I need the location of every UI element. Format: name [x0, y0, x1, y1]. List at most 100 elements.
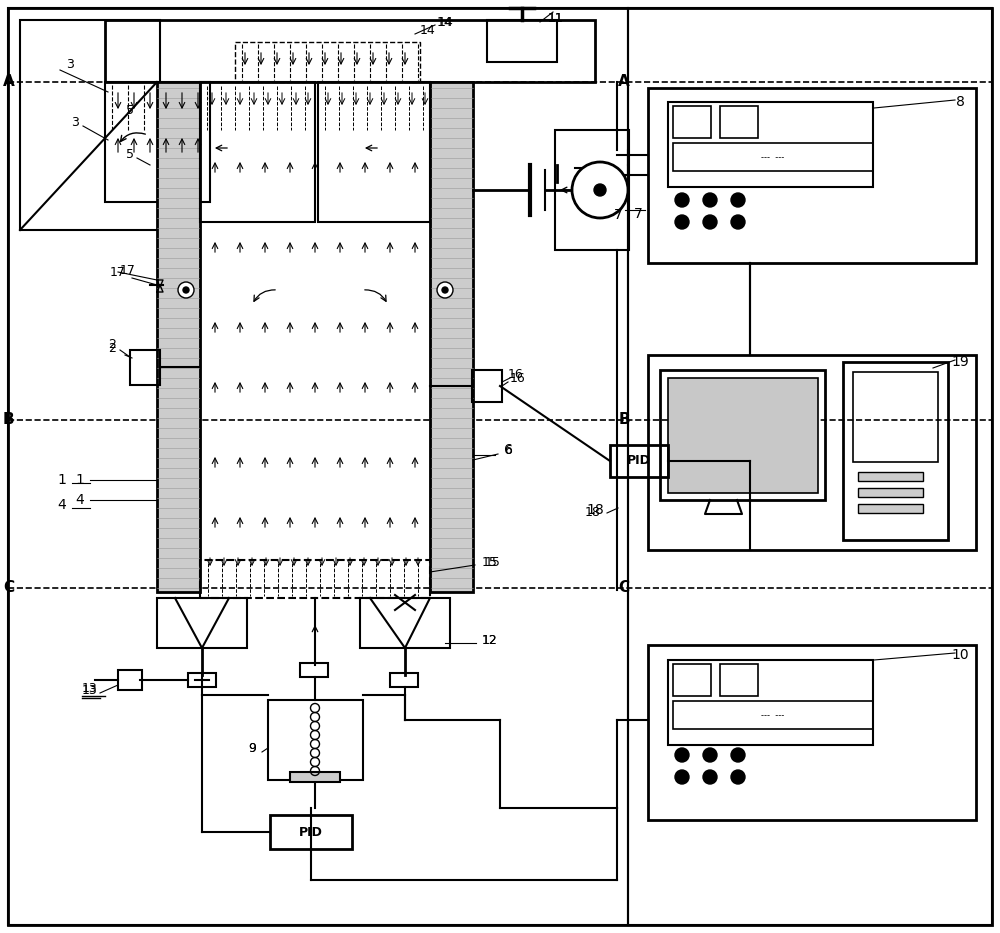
Text: 18: 18 [586, 503, 604, 517]
Circle shape [703, 215, 717, 229]
Text: 1: 1 [58, 473, 66, 487]
Bar [130, 350, 160, 385]
Bar [610, 445, 668, 477]
Text: 19: 19 [951, 355, 969, 369]
Bar [673, 143, 873, 171]
Text: 15: 15 [485, 555, 501, 568]
Circle shape [594, 184, 606, 196]
Bar [720, 664, 758, 696]
Text: 14: 14 [420, 23, 436, 36]
Bar [660, 370, 825, 500]
Circle shape [731, 770, 745, 784]
Text: 3: 3 [66, 59, 74, 72]
Circle shape [731, 748, 745, 762]
Bar [673, 106, 711, 138]
Text: C: C [618, 580, 630, 595]
Bar [673, 664, 711, 696]
Circle shape [572, 162, 628, 218]
Text: B: B [618, 412, 630, 427]
Text: 13: 13 [82, 684, 98, 697]
Bar [157, 598, 247, 648]
Text: 6: 6 [504, 443, 512, 456]
Bar [105, 20, 595, 82]
Text: 13: 13 [82, 681, 98, 694]
Circle shape [183, 287, 189, 293]
Bar [430, 82, 473, 592]
Bar [555, 130, 629, 250]
Text: C: C [3, 580, 14, 595]
Text: 11: 11 [548, 11, 564, 24]
Bar [20, 20, 160, 230]
Text: 1: 1 [76, 473, 84, 487]
Bar [105, 82, 210, 202]
Circle shape [703, 193, 717, 207]
Text: ---  ---: --- --- [761, 711, 785, 719]
Text: PID: PID [627, 454, 651, 467]
Circle shape [178, 282, 194, 298]
Bar [668, 660, 873, 745]
Text: 12: 12 [482, 634, 498, 647]
Bar [200, 82, 315, 222]
Text: 3: 3 [71, 116, 79, 129]
Text: 2: 2 [108, 341, 116, 355]
Text: 9: 9 [248, 742, 256, 755]
Text: 17: 17 [110, 266, 126, 278]
Bar [318, 82, 430, 222]
Bar [360, 598, 450, 648]
Circle shape [437, 282, 453, 298]
Bar [472, 370, 502, 402]
Bar [648, 355, 976, 550]
Circle shape [675, 215, 689, 229]
Text: 14: 14 [438, 16, 454, 29]
Text: 11: 11 [548, 11, 564, 24]
Text: 18: 18 [585, 506, 601, 519]
Text: 4: 4 [58, 498, 66, 512]
Bar [390, 673, 418, 687]
Circle shape [731, 193, 745, 207]
Bar [188, 673, 216, 687]
Text: 16: 16 [510, 371, 526, 384]
Text: 17: 17 [120, 263, 136, 276]
Text: 9: 9 [248, 742, 256, 755]
Bar [648, 645, 976, 820]
Bar [668, 378, 818, 493]
Bar [8, 8, 628, 925]
Text: 8: 8 [956, 95, 964, 109]
Bar [268, 700, 363, 780]
Bar [720, 106, 758, 138]
Text: 5: 5 [126, 148, 134, 161]
Text: 6: 6 [504, 443, 512, 457]
Circle shape [442, 287, 448, 293]
Text: 4: 4 [76, 493, 84, 507]
Circle shape [675, 748, 689, 762]
Text: 7: 7 [634, 207, 642, 221]
Text: 10: 10 [951, 648, 969, 662]
Bar [858, 504, 923, 513]
Text: 15: 15 [482, 555, 498, 568]
Bar [270, 815, 352, 849]
Bar [118, 670, 142, 690]
Text: A: A [3, 75, 15, 90]
Text: 16: 16 [508, 369, 524, 382]
Text: B: B [3, 412, 15, 427]
Circle shape [731, 215, 745, 229]
Bar [157, 82, 200, 592]
Bar [628, 8, 992, 925]
Bar [843, 362, 948, 540]
Bar [487, 20, 557, 62]
Bar [853, 372, 938, 462]
Bar [858, 472, 923, 481]
Circle shape [703, 770, 717, 784]
Circle shape [675, 770, 689, 784]
Bar [290, 772, 340, 782]
Bar [200, 560, 430, 598]
Text: ---  ---: --- --- [761, 152, 785, 161]
Bar [668, 102, 873, 187]
Bar [235, 42, 420, 82]
Circle shape [703, 748, 717, 762]
Text: 7: 7 [614, 208, 622, 222]
Text: 12: 12 [482, 634, 498, 647]
Circle shape [675, 193, 689, 207]
Text: 2: 2 [108, 339, 116, 352]
Bar [673, 701, 873, 729]
